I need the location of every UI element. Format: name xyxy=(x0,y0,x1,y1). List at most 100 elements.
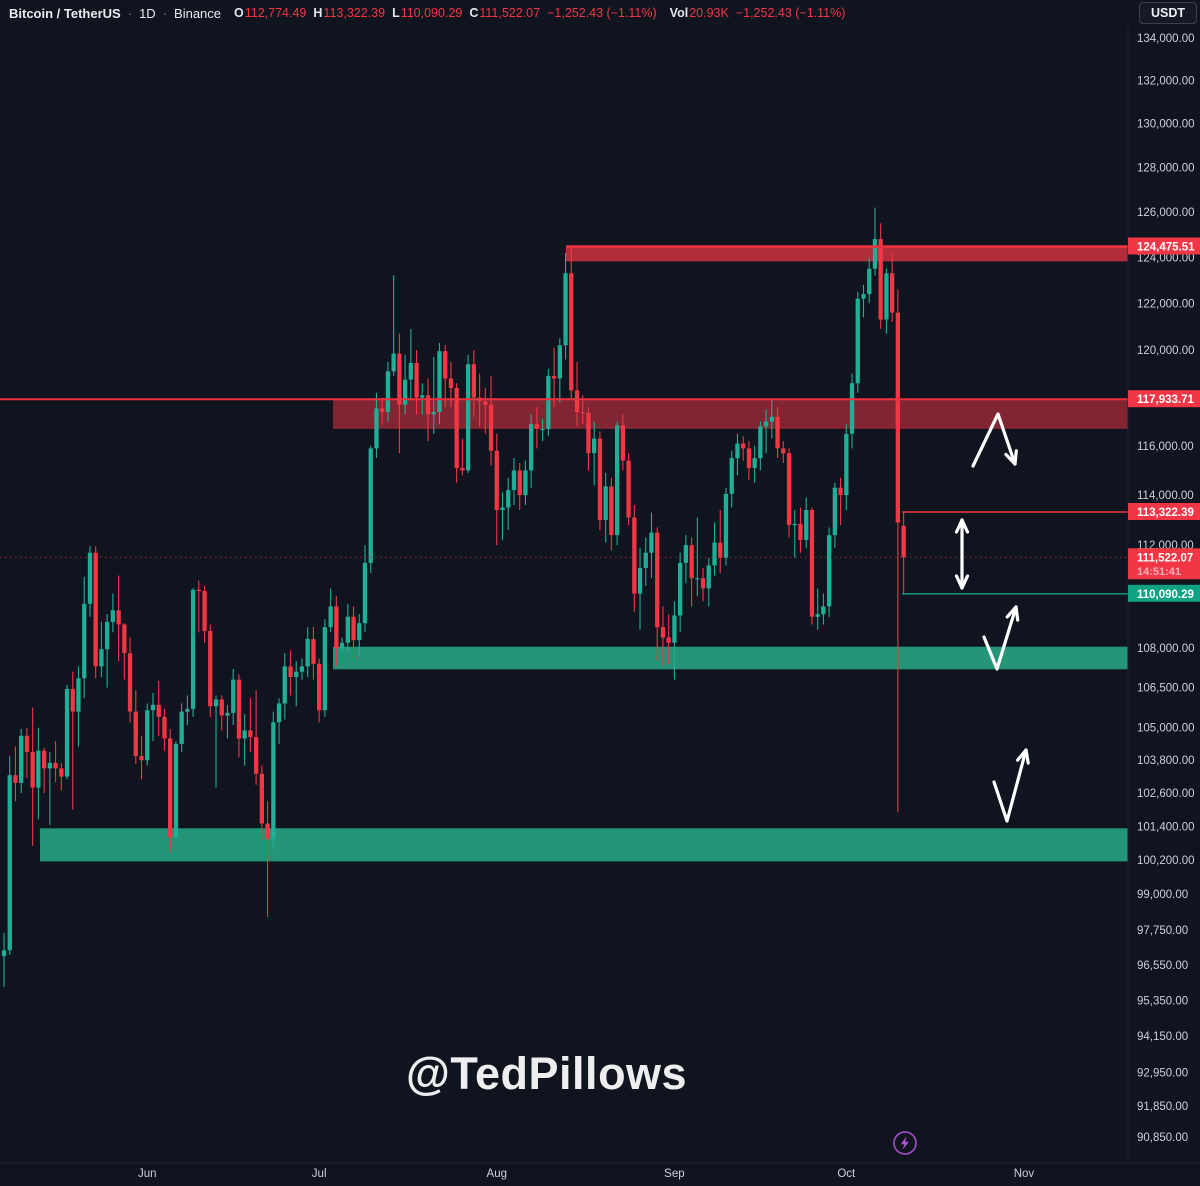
candle xyxy=(213,699,219,707)
candle xyxy=(391,353,396,372)
svg-text:134,000.00: 134,000.00 xyxy=(1137,33,1195,45)
chart-legend: Bitcoin / TetherUS · 1D · Binance O 112,7… xyxy=(0,0,1137,26)
candle xyxy=(454,388,459,468)
candle xyxy=(534,424,539,429)
candle xyxy=(460,467,465,471)
candle xyxy=(890,273,895,313)
symbol-name[interactable]: Bitcoin / TetherUS xyxy=(9,5,121,21)
candle xyxy=(288,666,293,677)
candle xyxy=(276,703,282,723)
candle xyxy=(637,568,643,594)
candle xyxy=(643,552,648,568)
candle xyxy=(540,428,545,431)
demand-zone-lower xyxy=(40,828,1128,862)
close-value: C 111,522.07 xyxy=(469,6,541,20)
svg-text:108,000.00: 108,000.00 xyxy=(1137,643,1195,655)
candle xyxy=(437,351,442,412)
ohlc-group: O 112,774.49 H 113,322.39 L 110,090.29 C 111… xyxy=(234,6,657,20)
candle xyxy=(76,678,81,712)
candle xyxy=(362,562,368,624)
candle xyxy=(236,679,242,739)
candle xyxy=(42,750,47,769)
candle xyxy=(380,408,385,412)
svg-text:Aug: Aug xyxy=(487,1168,507,1180)
candle xyxy=(414,363,419,398)
candle xyxy=(517,470,522,496)
candle xyxy=(901,525,906,558)
volume-value: Vol 20.93K xyxy=(669,6,729,20)
candle xyxy=(861,294,866,299)
candle xyxy=(208,631,213,707)
candle xyxy=(150,704,156,711)
candle xyxy=(689,545,694,579)
candle xyxy=(397,353,402,405)
levels-layer[interactable] xyxy=(0,511,1128,595)
exchange-name[interactable]: Binance xyxy=(174,5,222,21)
svg-text:116,000.00: 116,000.00 xyxy=(1137,441,1194,453)
demand-zone-mid xyxy=(333,646,1128,670)
price-axis[interactable]: 134,000.00 132,000.00 130,000.00 128,000.00… xyxy=(1137,33,1195,1144)
candle xyxy=(706,565,711,589)
svg-text:114,000.00: 114,000.00 xyxy=(1137,490,1194,502)
candle xyxy=(7,775,12,951)
candle xyxy=(466,364,471,471)
price-label xyxy=(1128,237,1200,255)
currency-button[interactable]: USDT xyxy=(1138,2,1197,24)
time-axis[interactable]: Jun Jul Aug Sep Oct Nov xyxy=(138,1168,1034,1180)
candle xyxy=(259,773,264,824)
candle xyxy=(735,443,740,459)
candle xyxy=(13,775,18,783)
candle xyxy=(700,578,706,589)
timeframe[interactable]: 1D xyxy=(139,5,156,21)
candle xyxy=(99,649,104,667)
candles-layer[interactable] xyxy=(1,207,906,987)
candle xyxy=(357,623,362,641)
candle xyxy=(368,448,373,563)
candle xyxy=(53,762,58,769)
candle xyxy=(70,688,75,712)
zone-lines-layer xyxy=(0,245,1128,401)
lightning-icon[interactable] xyxy=(889,1127,921,1159)
svg-text:99,000.00: 99,000.00 xyxy=(1137,889,1188,901)
price-label xyxy=(1128,503,1200,520)
svg-text:117,933.71: 117,933.71 xyxy=(1137,394,1195,406)
candle xyxy=(488,404,494,451)
candle xyxy=(849,383,855,434)
svg-text:105,000.00: 105,000.00 xyxy=(1137,723,1195,735)
candle xyxy=(133,711,138,757)
candle xyxy=(563,273,568,346)
candle xyxy=(827,535,832,607)
candle xyxy=(603,486,608,520)
candle xyxy=(254,737,259,774)
candle xyxy=(93,552,98,667)
svg-text:128,000.00: 128,000.00 xyxy=(1137,163,1195,175)
candle xyxy=(551,376,557,379)
svg-text:Jun: Jun xyxy=(138,1168,157,1180)
candle xyxy=(574,390,580,412)
svg-text:130,000.00: 130,000.00 xyxy=(1137,119,1195,131)
candle xyxy=(339,642,345,648)
price-label xyxy=(1128,548,1200,580)
candle xyxy=(872,239,878,269)
price-labels: 124,475.51 117,933.71 113,322.39 110,090.29… xyxy=(1128,237,1200,602)
watermark: @TedPillows xyxy=(406,1048,688,1099)
candle xyxy=(328,606,333,628)
candle xyxy=(752,458,757,468)
candle xyxy=(804,510,809,541)
candle xyxy=(483,401,488,405)
candle xyxy=(723,493,729,558)
arrows-layer[interactable] xyxy=(954,412,1030,823)
candle xyxy=(678,562,683,616)
svg-text:Nov: Nov xyxy=(1014,1168,1035,1180)
svg-text:Sep: Sep xyxy=(664,1168,684,1180)
candle xyxy=(403,379,408,405)
candle xyxy=(809,510,815,617)
candle xyxy=(265,823,270,839)
volume-change: −1,252.43 (−1.11%) xyxy=(735,6,846,20)
candle xyxy=(139,756,144,761)
candle xyxy=(569,273,574,391)
candle xyxy=(162,716,167,739)
svg-text:126,000.00: 126,000.00 xyxy=(1137,207,1195,219)
svg-text:110,090.29: 110,090.29 xyxy=(1137,589,1194,601)
